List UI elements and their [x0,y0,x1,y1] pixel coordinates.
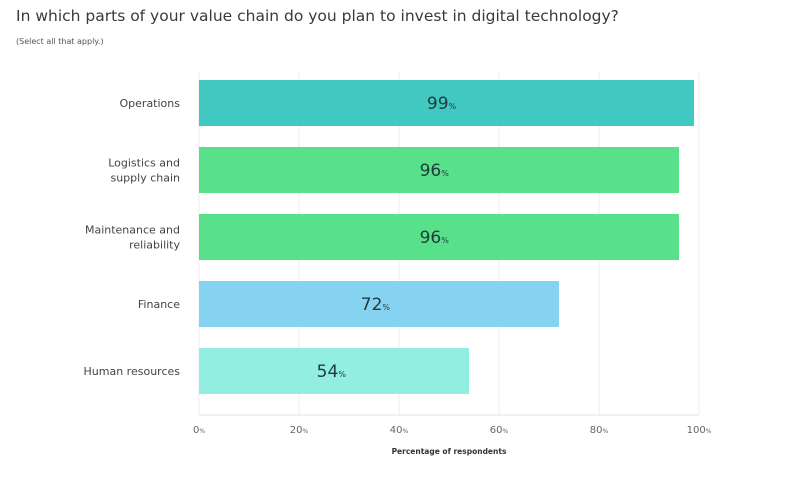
bar-value-label: 99% [427,94,457,114]
bar [199,214,679,260]
x-tick-label: 80% [590,425,609,436]
bars: 99% 96% 96% 72% 54% [199,80,694,394]
bar-value-label: 54% [317,362,347,382]
bar-value-label: 72% [361,295,391,315]
category-labels: Operations Logistics and supply chain Maint… [84,97,181,378]
category-label: Maintenance and reliability [85,224,181,252]
bar [199,281,559,327]
bar [199,80,694,126]
x-tick-label: 0% [193,425,205,436]
x-tick-label: 100% [687,425,712,436]
x-tick-label: 40% [390,425,409,436]
x-tick-labels: 0% 20% 40% 60% 80% 100% [193,425,712,436]
category-label: Logistics and supply chain [108,157,180,185]
bar [199,348,469,394]
x-tick-label: 20% [290,425,309,436]
x-axis-label: Percentage of respondents [392,447,507,456]
bar-value-label: 96% [420,228,450,248]
chart-subtitle: (Select all that apply.) [16,37,104,46]
x-tick-label: 60% [490,425,509,436]
category-label: Operations [120,97,181,110]
category-label: Human resources [84,365,181,378]
bar-value-label: 96% [420,161,450,181]
bar [199,147,679,193]
chart-title: In which parts of your value chain do yo… [16,7,619,25]
category-label: Finance [138,298,180,311]
